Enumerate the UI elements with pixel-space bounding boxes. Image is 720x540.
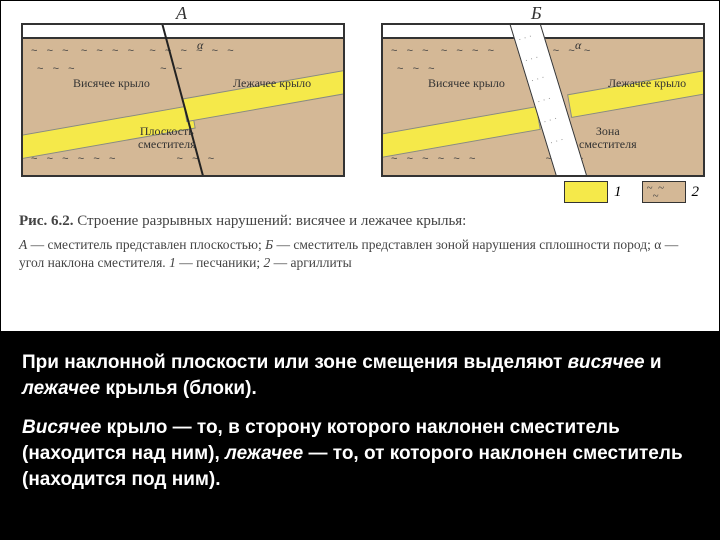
panel-b: ~ ~ ~ ~ ~ ~ ~ ~ ~ ~ ~ ~ ~ ~ ~ ~ ~ ~ ~ ~ … bbox=[381, 23, 705, 177]
label-hanging-b: Висячее крыло bbox=[428, 77, 505, 90]
label-lying-b: Лежачее крыло bbox=[608, 77, 686, 90]
figure-caption: Рис. 6.2. Строение разрывных нарушений: … bbox=[19, 213, 701, 272]
diagram-area: А Б ~ ~ ~ ~ ~ ~ ~ ~ ~ ~ ~ ~ ~ ~ ~ ~ ~ ~ … bbox=[1, 1, 719, 181]
legend: 1 ~ ~ ~ 2 bbox=[564, 181, 699, 203]
legend-num-2: 2 bbox=[692, 184, 700, 201]
alpha-b: α bbox=[575, 39, 581, 52]
explanatory-text: При наклонной плоскости или зоне смещени… bbox=[0, 332, 720, 516]
label-fault-a: Плоскость сместителя bbox=[138, 125, 196, 151]
caption-title: Рис. 6.2. Строение разрывных нарушений: … bbox=[19, 213, 701, 230]
panel-label-b: Б bbox=[531, 3, 542, 24]
label-lying-a: Лежачее крыло bbox=[233, 77, 311, 90]
panel-label-a: А bbox=[176, 3, 187, 24]
legend-num-1: 1 bbox=[614, 184, 622, 201]
paragraph-1: При наклонной плоскости или зоне смещени… bbox=[22, 350, 698, 401]
surface-a bbox=[23, 25, 343, 39]
legend-swatch-argillite: ~ ~ ~ bbox=[642, 181, 686, 203]
label-hanging-a: Висячее крыло bbox=[73, 77, 150, 90]
legend-swatch-sandstone bbox=[564, 181, 608, 203]
paragraph-2: Висячее крыло — то, в сторону которого н… bbox=[22, 415, 698, 492]
alpha-a: α bbox=[197, 39, 203, 52]
figure-container: А Б ~ ~ ~ ~ ~ ~ ~ ~ ~ ~ ~ ~ ~ ~ ~ ~ ~ ~ … bbox=[0, 0, 720, 332]
legend-item-1: 1 bbox=[564, 181, 622, 203]
label-fault-b: Зона сместителя bbox=[579, 125, 637, 151]
caption-sub: А — сместитель представлен плоскостью; Б… bbox=[19, 236, 701, 272]
legend-item-2: ~ ~ ~ 2 bbox=[642, 181, 700, 203]
panel-a: ~ ~ ~ ~ ~ ~ ~ ~ ~ ~ ~ ~ ~ ~ ~ ~ ~ ~ ~ ~ … bbox=[21, 23, 345, 177]
